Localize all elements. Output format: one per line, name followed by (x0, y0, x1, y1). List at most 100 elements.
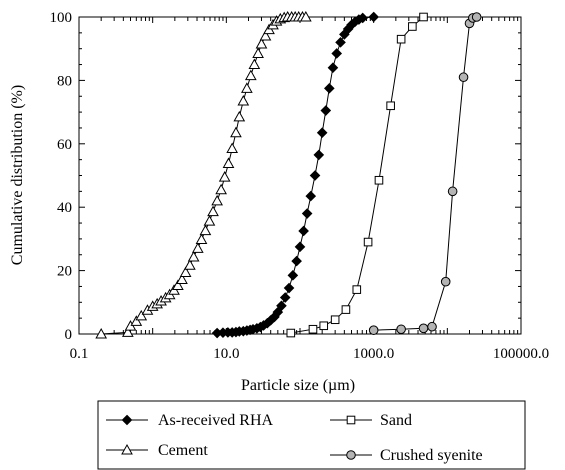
series-diamond (211, 11, 379, 339)
data-series (95, 11, 482, 339)
data-point (130, 315, 143, 326)
x-tick-label: 1000.0 (353, 346, 394, 362)
data-point (327, 62, 339, 74)
series-line (101, 16, 306, 335)
y-tick-label: 100 (50, 10, 73, 26)
data-point (287, 270, 299, 281)
y-tick-label: 80 (57, 73, 72, 89)
data-point (135, 309, 148, 321)
data-point (331, 48, 343, 59)
legend-label: As-received RHA (158, 412, 274, 429)
data-point (172, 279, 184, 290)
data-point (286, 328, 296, 338)
data-point (313, 149, 325, 161)
legend-label: Crushed syenite (380, 447, 483, 464)
data-point (244, 69, 257, 81)
data-point (179, 266, 192, 278)
legend-marker (346, 415, 356, 425)
series-circle (368, 12, 482, 335)
data-point (447, 186, 458, 197)
data-point (215, 183, 227, 195)
legend-box (97, 400, 526, 470)
data-point (294, 241, 306, 253)
data-point (207, 205, 219, 217)
data-point (298, 225, 309, 237)
plot-area (78, 16, 522, 335)
data-point (230, 126, 242, 138)
plot-border (78, 16, 522, 335)
data-point (301, 208, 313, 219)
data-point (471, 12, 482, 22)
data-point (255, 37, 268, 49)
legend-marker (346, 450, 356, 460)
data-point (324, 83, 335, 94)
data-point (427, 321, 437, 332)
data-point (396, 34, 406, 44)
data-point (305, 190, 317, 202)
series-line (217, 16, 374, 334)
data-point (363, 237, 373, 247)
data-point (283, 282, 295, 294)
data-point (330, 315, 340, 325)
data-point (222, 157, 235, 168)
legend-label: Sand (380, 412, 412, 429)
data-point (319, 321, 329, 331)
data-point (248, 58, 261, 70)
data-point (199, 224, 212, 236)
data-point (276, 300, 287, 312)
data-point (440, 276, 451, 287)
data-point (241, 82, 253, 93)
data-point (279, 292, 291, 303)
data-point (291, 255, 302, 267)
data-point (121, 326, 134, 337)
x-tick-label: 0.1 (70, 346, 89, 362)
x-tick-label: 10.0 (213, 346, 239, 362)
data-point (259, 29, 272, 41)
data-point (352, 285, 362, 294)
data-point (272, 306, 284, 318)
data-point (299, 11, 312, 22)
data-point (95, 327, 108, 339)
y-tick-label: 60 (57, 137, 72, 153)
series-triangle (95, 11, 312, 339)
data-point (195, 233, 208, 245)
legend: As-received RHA Cement Sand Crushed syenite (97, 400, 526, 470)
data-point (252, 47, 264, 58)
data-point (237, 94, 250, 106)
series-square (286, 12, 428, 338)
data-point (408, 22, 417, 31)
data-point (218, 171, 231, 182)
data-point (316, 127, 328, 139)
y-tick-label: 0 (65, 327, 73, 343)
data-point (211, 194, 223, 206)
x-axis-title: Particle size (µm) (241, 377, 355, 394)
y-tick-label: 40 (57, 200, 72, 216)
data-point (187, 250, 200, 262)
series-line (373, 16, 477, 331)
y-tick-label: 20 (57, 264, 72, 280)
data-point (357, 12, 369, 24)
data-point (396, 324, 406, 335)
data-point (419, 12, 428, 22)
data-point (341, 305, 351, 314)
x-tick-label: 100000.0 (493, 346, 549, 362)
y-axis-title: Cumulative distribution (%) (9, 85, 26, 265)
data-point (308, 324, 318, 334)
data-point (368, 11, 379, 23)
data-point (386, 101, 395, 111)
legend-label: Cement (158, 442, 208, 459)
data-point (374, 175, 384, 185)
data-point (309, 170, 321, 181)
data-point (226, 142, 239, 154)
data-point (458, 72, 469, 83)
data-point (335, 37, 346, 48)
data-point (203, 215, 216, 226)
data-point (368, 325, 379, 335)
data-point (320, 105, 332, 116)
legend-marker (121, 443, 133, 455)
data-point (233, 110, 246, 122)
legend-marker (121, 414, 133, 426)
data-point (191, 242, 204, 253)
data-point (184, 259, 196, 270)
